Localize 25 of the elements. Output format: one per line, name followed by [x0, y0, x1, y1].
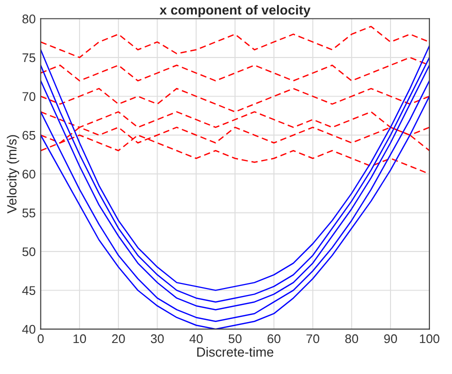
x-tick-label: 100: [420, 334, 440, 344]
chart-title: x component of velocity: [160, 4, 310, 18]
y-tick-label: 80: [22, 14, 36, 24]
y-tick-label: 75: [22, 53, 36, 62]
line-series: [40, 88, 430, 112]
x-axis-title: Discrete-time: [197, 347, 274, 357]
y-tick-label: 40: [22, 324, 36, 334]
y-axis-title: Velocity (m/s): [6, 135, 20, 214]
x-tick-label: 90: [384, 334, 397, 344]
x-tick-label: 0: [38, 334, 44, 344]
x-tick-label: 50: [228, 334, 242, 344]
y-tick-label: 55: [22, 208, 36, 218]
x-tick-label: 60: [268, 334, 280, 344]
x-tick-label: 40: [190, 334, 203, 344]
y-tick-label: 45: [22, 286, 36, 295]
x-tick-label: 10: [74, 334, 86, 344]
x-tick-label: 70: [306, 334, 320, 344]
line-series: [40, 26, 430, 58]
y-tick-label: 60: [22, 170, 36, 179]
x-tick-label: 20: [112, 334, 125, 344]
x-tick-label: 30: [150, 334, 164, 344]
y-tick-label: 70: [22, 92, 36, 101]
x-tick-label: 80: [345, 334, 358, 344]
y-tick-label: 50: [22, 247, 36, 256]
y-tick-label: 65: [22, 130, 36, 140]
